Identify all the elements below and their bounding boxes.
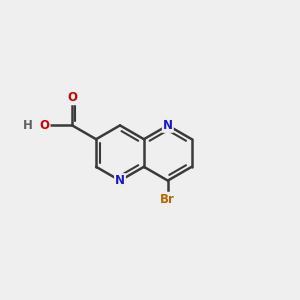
Text: H: H [23, 119, 33, 132]
Text: Br: Br [160, 193, 175, 206]
Text: O: O [40, 119, 50, 132]
Text: N: N [163, 119, 173, 132]
Text: O: O [67, 91, 77, 104]
Text: N: N [115, 174, 125, 187]
